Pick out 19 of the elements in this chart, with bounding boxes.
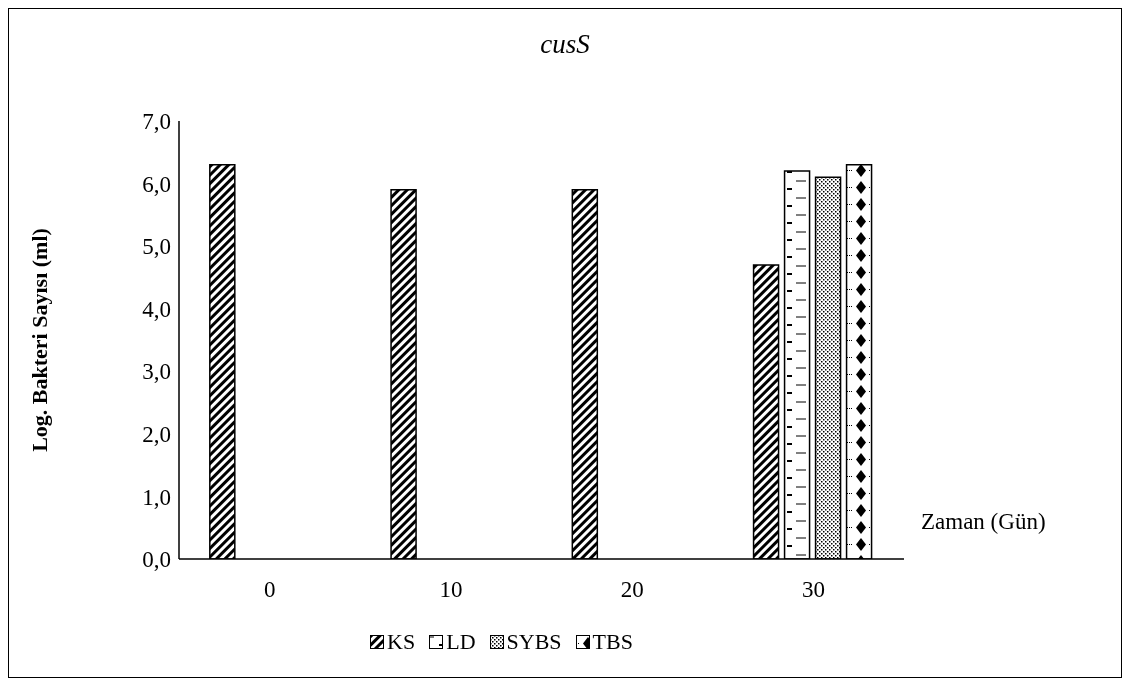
x-tick-label: 30 — [801, 577, 825, 603]
legend-label: KS — [387, 629, 416, 655]
legend-label: TBS — [592, 629, 633, 655]
y-tick-label: 4,0 — [142, 296, 171, 322]
y-tick-label: 1,0 — [142, 484, 171, 510]
y-tick-label: 2,0 — [142, 422, 171, 448]
x-tick-label: 10 — [439, 577, 463, 603]
y-tick-label: 5,0 — [142, 234, 171, 260]
y-tick-label: 7,0 — [142, 109, 171, 135]
legend-label: LD — [446, 629, 476, 655]
x-tick-label: 20 — [620, 577, 644, 603]
y-tick-label: 3,0 — [142, 359, 171, 385]
y-axis-title: Log. Bakteri Sayısı (ml) — [26, 228, 52, 452]
chart-title: cusS — [539, 29, 591, 60]
x-axis-title: Zaman (Gün) — [921, 509, 1046, 535]
y-tick-label: 0,0 — [142, 547, 171, 573]
y-tick-label: 6,0 — [142, 171, 171, 197]
x-tick-label: 0 — [263, 577, 276, 603]
legend-label: SYBS — [506, 629, 562, 655]
